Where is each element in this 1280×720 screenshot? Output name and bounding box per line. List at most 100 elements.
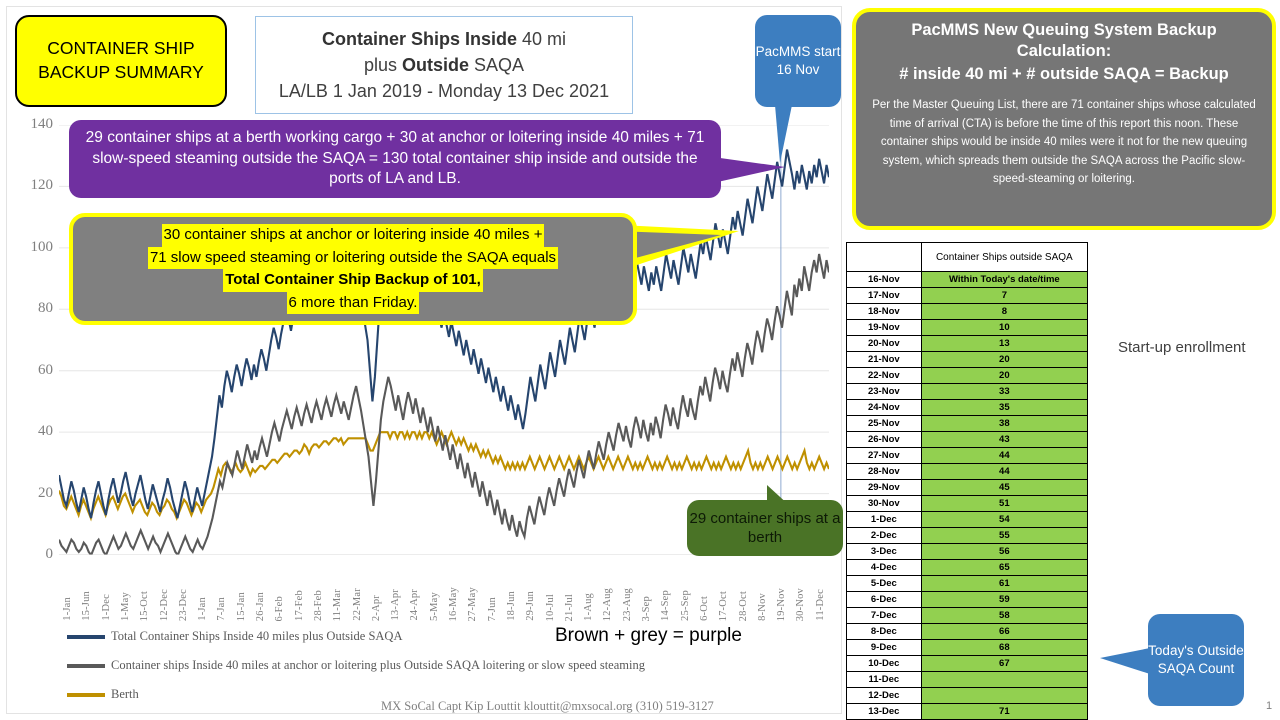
y-axis: 0 20 40 60 80 100 120 140 [7,117,54,562]
x-tick-label: 24-Apr [409,589,421,621]
table-cell-date: 2-Dec [846,527,922,544]
page-number: 1 [1266,700,1273,712]
table-row: 27-Nov 44 [846,447,1089,464]
startup-enrollment-note: Start-up enrollment [1118,339,1246,356]
x-tick-label: 6-Oct [698,596,710,621]
table-cell-value: 13 [920,335,1089,352]
x-tick-label: 23-Aug [621,587,633,621]
table-cell-date: 30-Nov [846,495,922,512]
y-tick-label: 0 [45,546,54,562]
x-tick-label: 1-Jan [197,597,209,621]
table-row: 4-Dec 65 [846,559,1089,576]
table-cell-value: 59 [920,591,1089,608]
x-tick-label: 1-Jan [62,597,73,621]
legend-item-inside: Container ships Inside 40 miles at ancho… [67,658,827,673]
table-cell-value: 45 [920,479,1089,496]
x-tick-label: 28-Feb [312,590,324,621]
table-cell-value: 10 [920,319,1089,336]
x-tick-label: 1-May [119,592,131,621]
table-row: 21-Nov 20 [846,351,1089,368]
table-row: 6-Dec 59 [846,591,1089,608]
table-header-cell: Container Ships outside SAQA [920,242,1089,272]
chart-title-line2-pre: plus [363,54,402,75]
x-tick-label: 1-Dec [100,594,112,621]
pacmms-start-callout: PacMMS start 16 Nov [755,15,841,107]
table-cell-value: 67 [920,655,1089,672]
table-cell-date: 6-Dec [846,591,922,608]
table-cell-date: 18-Nov [846,303,922,320]
table-cell-value: 68 [920,639,1089,656]
y-tick-label: 60 [38,361,53,378]
chart-title-line2-bold: Outside [401,54,469,75]
yellow-title-badge: CONTAINER SHIP BACKUP SUMMARY [15,15,227,107]
table-row: 25-Nov 38 [846,415,1089,432]
pacmms-box-body: Per the Master Queuing List, there are 7… [872,98,1256,186]
table-cell-value [920,687,1089,704]
table-cell-value: 7 [920,287,1089,304]
table-row: 7-Dec 58 [846,607,1089,624]
legend-swatch-berth [67,692,105,697]
table-cell-value [920,671,1089,688]
grey-callout-line4: 6 more than Friday. [286,291,420,314]
table-row: 3-Dec 56 [846,543,1089,560]
pacmms-box-title: PacMMS New Queuing System Backup Calcula… [911,21,1217,61]
table-cell-value: 44 [920,447,1089,464]
table-row: 11-Dec [846,671,1089,688]
legend-item-berth: Berth [67,687,827,702]
chart-title-line3: LA/LB 1 Jan 2019 - Monday 13 Dec 2021 [278,81,610,102]
chart-title-line1-bold: Container Ships Inside [321,28,517,49]
x-tick-label: 11-Mar [332,588,344,621]
purple-callout-text: 29 container ships at a berth working ca… [85,128,705,188]
legend-swatch-total [67,634,105,639]
x-tick-label: 16-May [448,586,459,621]
table-row: 10-Dec 67 [846,655,1089,672]
pacmms-box-formula: # inside 40 mi + # outside SAQA = Backup [899,64,1229,83]
table-cell-date: 10-Dec [846,655,922,672]
table-row: 9-Dec 68 [846,639,1089,656]
table-row: 16-Nov Within Today's date/time [846,271,1089,288]
x-tick-label: 5-May [428,592,440,621]
table-cell-value: 54 [920,511,1089,528]
table-cell-value: 66 [920,623,1089,640]
table-row: 5-Dec 61 [846,575,1089,592]
table-cell-date: 4-Dec [846,559,922,576]
chart-legend: Total Container Ships Inside 40 miles pl… [67,629,827,716]
x-tick-label: 1-Aug [583,593,595,621]
table-corner-cell [846,242,922,272]
grey-callout-line1-text: 30 container ships at anchor or loiterin… [161,224,545,247]
y-tick-label: 80 [38,300,53,317]
table-row: 19-Nov 10 [846,319,1089,336]
chart-title-line1: Container Ships Inside 40 mi [322,26,566,52]
purple-callout: 29 container ships at a berth working ca… [69,120,721,198]
table-row: 13-Dec 71 [846,703,1089,720]
table-cell-date: 7-Dec [846,607,922,624]
y-tick-label: 40 [38,423,53,440]
table-cell-value: 20 [920,367,1089,384]
table-cell-value: 33 [920,383,1089,400]
table-cell-value: 43 [920,431,1089,448]
table-row: 1-Dec 54 [846,511,1089,528]
table-row: 17-Nov 7 [846,287,1089,304]
table-row: 28-Nov 44 [846,463,1089,480]
chart-panel: 0 20 40 60 80 100 120 140 1-Jan 15-Jun 1-Dec 1-May… [6,6,843,716]
x-tick-label: 25-Sep [679,590,691,621]
x-tick-label: 2-Apr [370,594,382,621]
pacmms-callout-tail [775,105,792,163]
x-tick-label: 30-Nov [795,587,807,621]
x-tick-label: 19-Nov [776,587,788,621]
table-cell-date: 24-Nov [846,399,922,416]
today-count-callout: Today's Outside SAQA Count [1148,614,1244,706]
credit-line: MX SoCal Capt Kip Louttit klouttit@mxsoc… [381,699,714,713]
table-cell-date: 16-Nov [846,271,922,288]
table-cell-date: 13-Dec [846,703,922,720]
table-cell-value: 44 [920,463,1089,480]
table-cell-date: 19-Nov [846,319,922,336]
x-tick-label: 23-Dec [177,588,189,621]
table-cell-value: 65 [920,559,1089,576]
y-tick-label: 100 [30,238,54,255]
today-count-callout-tail [1100,648,1150,674]
grey-callout-line3-text: Total Container Ship Backup of 101, [223,269,483,292]
table-cell-date: 23-Nov [846,383,922,400]
legend-label-inside: Container ships Inside 40 miles at ancho… [111,658,645,672]
legend-label-total: Total Container Ships Inside 40 miles pl… [111,629,403,643]
